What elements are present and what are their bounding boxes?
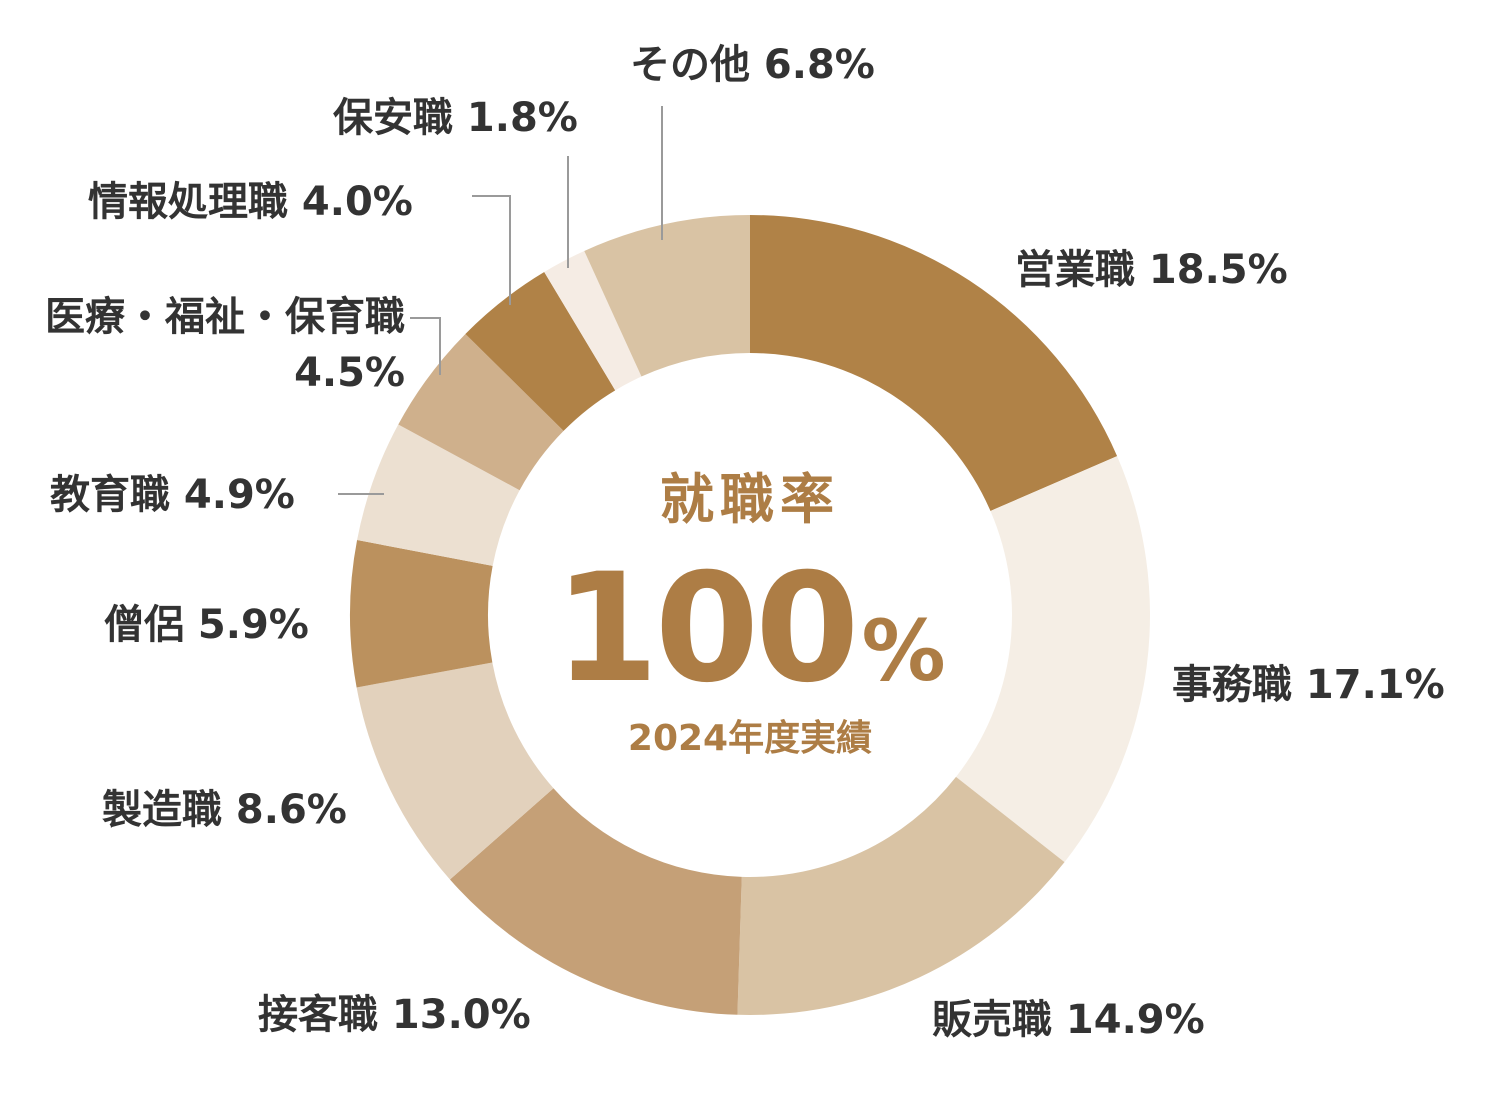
slice-label-joho: 情報処理職 4.0% [88,179,413,225]
slice-label-hanbai: 販売職 14.9% [932,997,1205,1043]
slice-seizo [356,662,554,880]
slice-label-sekkyaku: 接客職 13.0% [258,992,531,1038]
slice-soryo [350,540,493,688]
slice-sonota [584,215,750,377]
leader-line-joho [472,195,511,305]
slice-eigyo [750,215,1118,511]
center-value-unit: % [861,602,945,700]
slice-label-line: 医療・福祉・保育職 [45,294,405,340]
slice-label-line: 4.5% [294,350,405,396]
slices-group [350,215,1150,1015]
leader-line-iryo [410,317,441,375]
center-value: 100% [554,542,945,716]
slice-labels-group: 営業職 18.5% 事務職 17.1% 販売職 14.9% 接客職 13.0% 製造職 … [45,42,1445,1043]
center-text: 就職率 100% 2024年度実績 [554,468,945,759]
slice-label-line: 販売職 14.9% [932,997,1205,1043]
center-title: 就職率 [660,468,840,531]
center-subtitle: 2024年度実績 [628,718,872,759]
slice-label-jimu: 事務職 17.1% [1172,662,1445,708]
slice-label-line: 僧侶 5.9% [104,602,309,648]
slice-label-iryo: 医療・福祉・保育職 4.5% [45,294,405,396]
slice-label-line: 事務職 17.1% [1172,662,1445,708]
slice-label-soryo: 僧侶 5.9% [104,602,309,648]
slice-label-line: 情報処理職 4.0% [88,179,413,225]
slice-label-sonota: その他 6.8% [630,42,875,88]
leader-lines-group [338,106,663,495]
slice-joho [465,271,616,431]
slice-label-line: 製造職 8.6% [102,787,347,833]
slice-label-line: 保安職 1.8% [333,95,578,141]
slice-jimu [956,456,1150,863]
slice-label-line: 教育職 4.9% [50,472,295,518]
slice-label-hoan: 保安職 1.8% [333,95,578,141]
center-value-number: 100 [554,542,855,716]
slice-label-kyoiku: 教育職 4.9% [50,472,295,518]
slice-hoan [544,250,642,391]
slice-label-line: その他 6.8% [630,42,875,88]
slice-kyoiku [357,424,520,566]
slice-label-line: 接客職 13.0% [258,992,531,1038]
slice-sekkyaku [449,788,742,1015]
slice-label-eigyo: 営業職 18.5% [1015,247,1288,293]
slice-label-line: 営業職 18.5% [1015,247,1288,293]
slice-hanbai [737,776,1065,1015]
slice-label-seizo: 製造職 8.6% [102,787,347,833]
